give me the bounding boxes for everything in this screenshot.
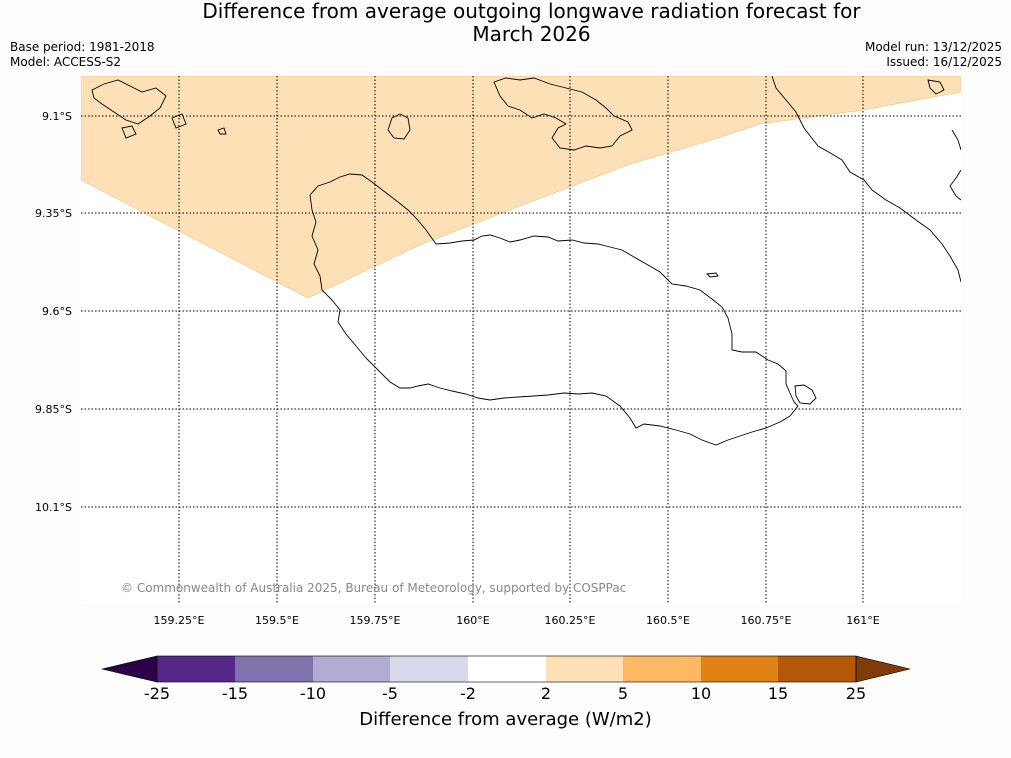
base-period: Base period: 1981-2018 — [10, 40, 155, 54]
lon-label: 160.75°E — [741, 614, 792, 627]
colorbar-ticks: -25 -15 -10 -5 -2 2 5 10 15 25 — [144, 684, 866, 703]
coastline-russell-islet-3 — [217, 127, 227, 135]
meta-left: Base period: 1981-2018 Model: ACCESS-S2 — [10, 40, 155, 70]
issued-date: Issued: 16/12/2025 — [886, 55, 1002, 69]
lat-label: 9.1°S — [42, 110, 72, 123]
colorbar-segment — [623, 656, 701, 682]
coastline-nggela — [493, 77, 633, 151]
lat-label: 9.35°S — [35, 207, 72, 220]
coastline-russell-islet-1 — [121, 125, 137, 139]
colorbar-tick-label: 2 — [541, 684, 551, 703]
lat-label: 10.1°S — [35, 501, 72, 514]
coastlines — [91, 76, 961, 446]
lon-label: 161°E — [846, 614, 879, 627]
longitude-labels: 159.25°E 159.5°E 159.75°E 160°E 160.25°E… — [154, 614, 880, 627]
colorbar-title: Difference from average (W/m2) — [359, 709, 652, 730]
meta-right: Model run: 13/12/2025 Issued: 16/12/2025 — [865, 40, 1002, 70]
coastline-islet — [706, 272, 719, 278]
colorbar-segment — [157, 656, 235, 682]
colorbar-segment — [313, 656, 390, 682]
lon-label: 160.5°E — [646, 614, 690, 627]
lat-label: 9.6°S — [42, 305, 72, 318]
coastline-savo — [387, 113, 411, 140]
colorbar-segment — [468, 656, 546, 682]
map-area — [81, 76, 961, 604]
colorbar: -25 -15 -10 -5 -2 2 5 10 15 25 — [101, 655, 911, 703]
colorbar-extend-high — [855, 655, 911, 683]
lon-label: 160°E — [456, 614, 489, 627]
lat-label: 9.85°S — [35, 403, 72, 416]
colorbar-tick-label: 5 — [618, 684, 628, 703]
colorbar-tick-label: -2 — [460, 684, 476, 703]
lon-label: 159.25°E — [154, 614, 205, 627]
coastline-malaita-north — [927, 79, 945, 95]
lon-label: 159.75°E — [350, 614, 401, 627]
colorbar-tick-label: 25 — [846, 684, 866, 703]
colorbar-segment — [546, 656, 623, 682]
title-line-2: March 2026 — [472, 22, 591, 46]
coastline-small-island-east — [794, 384, 817, 405]
colorbar-extend-low — [101, 655, 158, 683]
coastline-guadalcanal — [309, 173, 799, 446]
copyright-notice: © Commonwealth of Australia 2025, Bureau… — [121, 581, 627, 595]
model-run: Model run: 13/12/2025 — [864, 40, 1002, 54]
colorbar-tick-label: -5 — [382, 684, 398, 703]
colorbar-tick-label: -15 — [222, 684, 248, 703]
coastline-russell-islet-2 — [171, 113, 187, 129]
gridlines — [81, 76, 961, 604]
colorbar-segment — [778, 656, 856, 682]
colorbar-frame — [156, 655, 857, 683]
model-name: Model: ACCESS-S2 — [10, 55, 122, 69]
colorbar-segment — [235, 656, 313, 682]
colorbar-tick-label: -10 — [300, 684, 326, 703]
latitude-labels: 9.1°S 9.35°S 9.6°S 9.85°S 10.1°S — [35, 110, 72, 514]
colorbar-tick-label: 10 — [691, 684, 711, 703]
lon-label: 159.5°E — [255, 614, 299, 627]
colorbar-tick-label: -25 — [144, 684, 170, 703]
colorbar-tick-label: 15 — [768, 684, 788, 703]
coastline-malaita — [771, 76, 961, 283]
title-line-1: Difference from average outgoing longwav… — [202, 0, 861, 23]
chart-title: Difference from average outgoing longwav… — [0, 0, 1011, 46]
coastline-malaita-east — [949, 129, 961, 201]
colorbar-segment — [390, 656, 468, 682]
colorbar-segment — [701, 656, 778, 682]
lon-label: 160.25°E — [545, 614, 596, 627]
coastline-russell-islands — [91, 79, 167, 125]
